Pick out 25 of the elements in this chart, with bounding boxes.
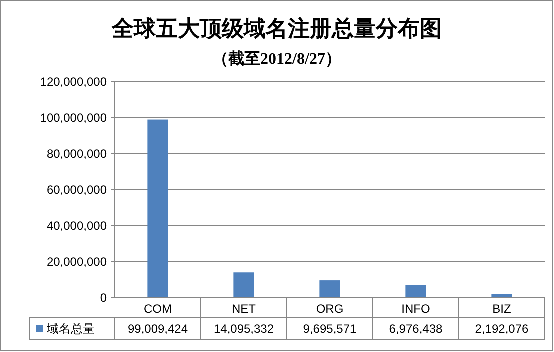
bar — [234, 272, 254, 298]
x-tick-label: COM — [144, 302, 172, 316]
data-label: 2,192,076 — [475, 322, 530, 336]
chart-subtitle: （截至2012/8/27） — [212, 50, 342, 68]
data-label: 6,976,438 — [389, 322, 444, 336]
y-tick-label: 40,000,000 — [46, 219, 108, 233]
legend-label: 域名总量 — [46, 322, 95, 336]
data-label: 99,009,424 — [128, 322, 188, 336]
x-tick-label: BIZ — [492, 302, 512, 316]
y-tick-label: 60,000,000 — [46, 183, 108, 197]
y-tick-label: 80,000,000 — [46, 147, 108, 161]
data-label: 9,695,571 — [303, 322, 358, 336]
x-tick-label: ORG — [316, 302, 344, 316]
bar — [320, 280, 340, 298]
x-tick-label: INFO — [402, 302, 430, 316]
data-label: 14,095,332 — [214, 322, 274, 336]
y-tick-label: 20,000,000 — [46, 255, 108, 269]
x-tick-label: NET — [232, 302, 257, 316]
bar — [492, 294, 512, 298]
chart-title: 全球五大顶级域名注册总量分布图 — [111, 16, 442, 41]
bar — [406, 285, 426, 298]
y-tick-label: 120,000,000 — [40, 75, 108, 89]
y-tick-label: 100,000,000 — [40, 111, 108, 125]
y-tick-label: 0 — [100, 291, 108, 305]
bar — [148, 120, 168, 298]
